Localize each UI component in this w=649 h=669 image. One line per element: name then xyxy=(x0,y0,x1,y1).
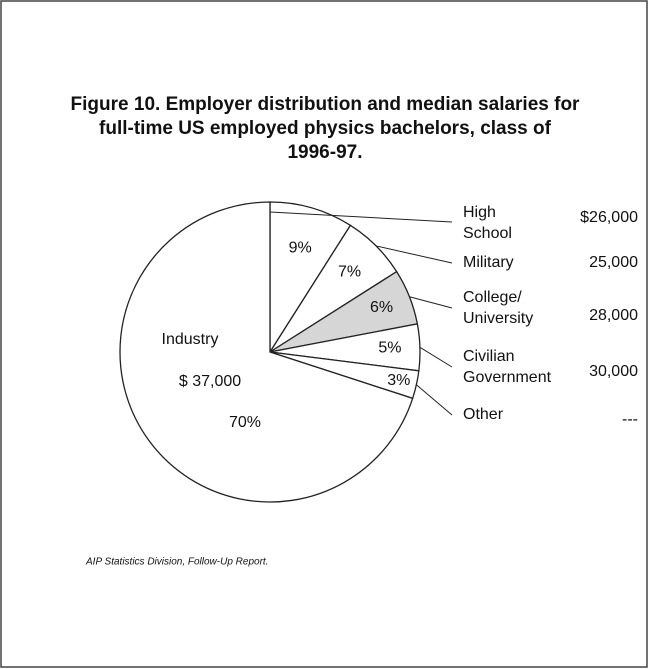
salary-label: --- xyxy=(622,411,638,428)
leader-line xyxy=(409,296,453,309)
pie-slice xyxy=(119,201,414,503)
salary-label: $ 37,000 xyxy=(179,373,241,390)
category-label: Military xyxy=(463,254,514,271)
leader-line xyxy=(416,384,453,416)
salary-label: 25,000 xyxy=(589,254,638,271)
category-label: High School xyxy=(463,204,512,242)
salary-label: $26,000 xyxy=(580,209,638,226)
slice-percent: 7% xyxy=(338,264,361,281)
leader-line xyxy=(419,346,453,368)
slice-percent: 3% xyxy=(387,372,410,389)
category-label: College/University xyxy=(463,289,533,327)
chart-title: 1996-97. xyxy=(287,142,362,163)
salary-label: 28,000 xyxy=(589,307,638,324)
source-note: AIP Statistics Division, Follow-Up Repor… xyxy=(85,557,268,568)
leader-line xyxy=(269,211,453,223)
slice-percent: 9% xyxy=(289,240,312,257)
leader-line xyxy=(375,245,453,264)
slice-percent: 5% xyxy=(378,339,401,356)
slice-percent: 6% xyxy=(370,299,393,316)
category-label: Industry xyxy=(162,331,219,348)
slice-percent: 70% xyxy=(229,414,261,431)
category-label: Civilian Government xyxy=(463,348,552,386)
chart-title: Figure 10. Employer distribution and med… xyxy=(71,94,581,115)
salary-label: 30,000 xyxy=(589,363,638,380)
chart-title: full-time US employed physics bachelors,… xyxy=(99,118,552,139)
pie-slice xyxy=(269,201,352,355)
category-label: Other xyxy=(463,406,504,423)
